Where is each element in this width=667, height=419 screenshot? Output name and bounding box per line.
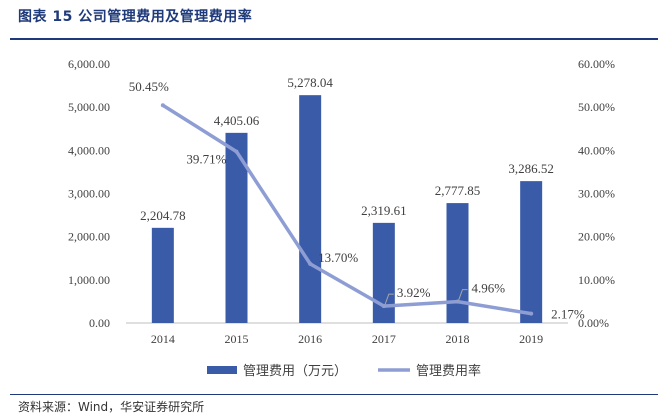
- left-tick-label: 2,000.00: [68, 230, 110, 244]
- rate-line: [161, 103, 532, 316]
- right-tick-label: 40.00%: [578, 143, 615, 157]
- bar-data-label: 2,777.85: [435, 183, 481, 198]
- bar: [299, 95, 322, 323]
- left-tick-label: 1,000.00: [68, 273, 110, 287]
- left-axis: 0.00 1,000.00 2,000.00 3,000.00 4,000.00 5,00…: [68, 57, 110, 330]
- bar: [225, 132, 248, 323]
- line-data-label: 3.92%: [397, 285, 431, 300]
- right-tick-label: 0.00%: [578, 316, 609, 330]
- x-tick-label: 2017: [372, 332, 396, 346]
- bottom-rule: [10, 394, 658, 395]
- bar: [372, 222, 395, 323]
- line-data-label: 39.71%: [186, 152, 226, 167]
- bar-labels: 2,204.78 4,405.06 5,278.04 2,319.61 2,777.85…: [140, 75, 554, 223]
- line-data-label: 50.45%: [129, 79, 169, 94]
- x-tick-label: 2015: [225, 332, 249, 346]
- x-axis: 2014 2015 2016 2017 2018 2019: [151, 332, 543, 346]
- figure-title: 图表 15 公司管理费用及管理费用率: [18, 9, 253, 25]
- line-labels: 50.45% 39.71% 13.70% 3.92% 4.96% 2.17%: [129, 79, 585, 321]
- x-tick-label: 2014: [151, 332, 175, 346]
- label-leader: [384, 293, 394, 306]
- right-tick-label: 30.00%: [578, 187, 615, 201]
- line-point: [529, 311, 534, 316]
- x-tick-label: 2019: [519, 332, 543, 346]
- bar-data-label: 4,405.06: [214, 113, 260, 128]
- line-point: [234, 149, 239, 154]
- x-tick-label: 2018: [446, 332, 470, 346]
- bar-series: [151, 95, 543, 323]
- right-tick-label: 10.00%: [578, 273, 615, 287]
- line-data-label: 13.70%: [318, 250, 358, 265]
- chart: 0.00 1,000.00 2,000.00 3,000.00 4,000.00 5,00…: [68, 57, 615, 378]
- left-tick-label: 5,000.00: [68, 100, 110, 114]
- line-data-label: 4.96%: [472, 281, 506, 296]
- line-point: [308, 261, 313, 266]
- bar-data-label: 5,278.04: [287, 75, 333, 90]
- line-data-label: 2.17%: [551, 307, 585, 322]
- line-series: [160, 103, 534, 316]
- x-tick-label: 2016: [298, 332, 322, 346]
- legend: 管理费用（万元） 管理费用率: [207, 363, 481, 378]
- legend-line-label: 管理费用率: [416, 363, 481, 378]
- label-leader: [458, 289, 468, 301]
- left-tick-label: 0.00: [89, 316, 110, 330]
- left-tick-label: 3,000.00: [68, 187, 110, 201]
- title-rule: [10, 38, 658, 40]
- legend-bar-label: 管理费用（万元）: [243, 363, 347, 378]
- right-tick-label: 50.00%: [578, 100, 615, 114]
- bar: [520, 181, 543, 323]
- bar-data-label: 3,286.52: [508, 161, 554, 176]
- right-tick-label: 20.00%: [578, 230, 615, 244]
- line-point: [160, 103, 165, 108]
- source-note: 资料来源：Wind，华安证券研究所: [18, 400, 205, 414]
- right-tick-label: 60.00%: [578, 57, 615, 71]
- bar: [446, 203, 469, 323]
- bar-data-label: 2,204.78: [140, 208, 186, 223]
- left-tick-label: 4,000.00: [68, 143, 110, 157]
- bar: [151, 227, 174, 323]
- left-tick-label: 6,000.00: [68, 57, 110, 71]
- bar-data-label: 2,319.61: [361, 203, 407, 218]
- legend-bar-swatch: [207, 366, 237, 374]
- right-axis: 0.00% 10.00% 20.00% 30.00% 40.00% 50.00% 60.00…: [578, 57, 615, 330]
